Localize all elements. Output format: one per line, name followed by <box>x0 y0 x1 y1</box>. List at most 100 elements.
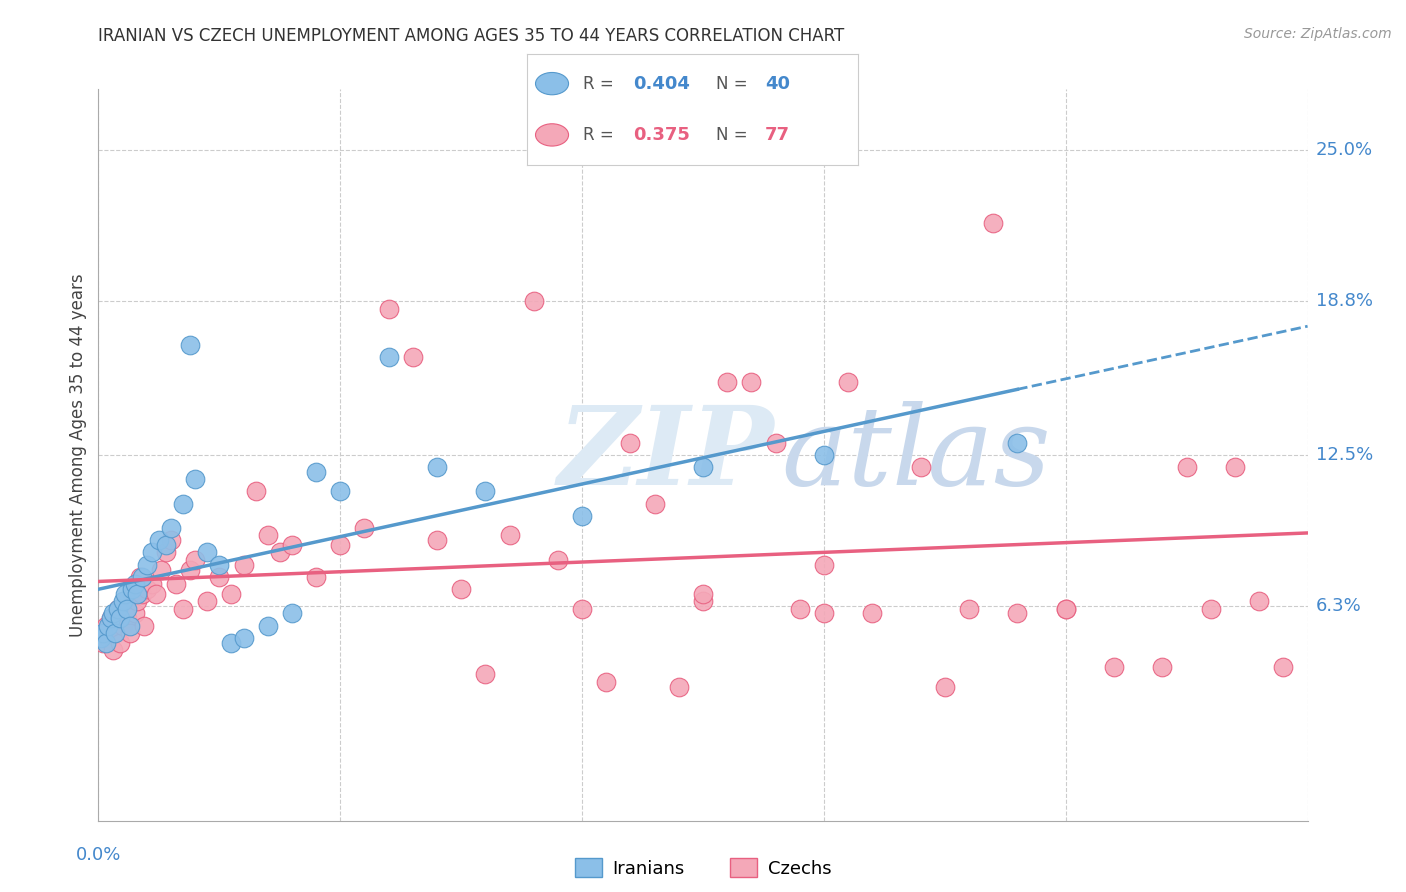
Point <box>305 465 328 479</box>
Text: N =: N = <box>716 126 752 144</box>
Point <box>765 435 787 450</box>
Point <box>155 538 177 552</box>
Point <box>1102 660 1125 674</box>
Point <box>94 635 117 649</box>
Point <box>121 587 143 601</box>
Point <box>329 484 352 499</box>
Point <box>668 680 690 694</box>
Point <box>1054 601 1077 615</box>
Text: 40: 40 <box>765 75 790 93</box>
Text: ZIP: ZIP <box>558 401 775 508</box>
Point <box>813 558 835 572</box>
Point <box>165 577 187 591</box>
Point <box>145 587 167 601</box>
Point <box>860 607 883 621</box>
Point <box>692 594 714 608</box>
Point <box>208 558 231 572</box>
Point <box>281 538 304 552</box>
Point <box>124 607 146 621</box>
Point <box>837 375 859 389</box>
Point <box>281 607 304 621</box>
Point <box>450 582 472 596</box>
Point <box>117 601 139 615</box>
Point <box>1199 601 1222 615</box>
Point <box>498 528 520 542</box>
Point <box>127 587 149 601</box>
Point <box>208 570 231 584</box>
Point <box>957 601 980 615</box>
Point <box>740 375 762 389</box>
Ellipse shape <box>536 72 568 95</box>
Point <box>1223 460 1246 475</box>
Text: N =: N = <box>716 75 752 93</box>
Point <box>179 562 201 576</box>
Point <box>716 375 738 389</box>
Point <box>644 497 666 511</box>
Point <box>1054 601 1077 615</box>
Point <box>256 528 278 542</box>
Text: 18.8%: 18.8% <box>1316 293 1372 310</box>
Point <box>813 607 835 621</box>
Point <box>90 631 112 645</box>
Point <box>114 587 136 601</box>
Point <box>474 484 496 499</box>
Point <box>269 545 291 559</box>
Point <box>131 587 153 601</box>
Point <box>329 538 352 552</box>
Point <box>131 570 153 584</box>
Point <box>117 611 139 625</box>
Text: atlas: atlas <box>782 401 1052 508</box>
Point <box>474 667 496 681</box>
Point <box>160 521 183 535</box>
Point <box>692 587 714 601</box>
Text: R =: R = <box>583 126 620 144</box>
Point <box>135 558 157 572</box>
Text: 77: 77 <box>765 126 790 144</box>
Point <box>1007 435 1029 450</box>
Point <box>101 643 124 657</box>
Point <box>97 618 120 632</box>
Point <box>148 533 170 548</box>
Text: 0.375: 0.375 <box>633 126 690 144</box>
Point <box>547 553 569 567</box>
Point <box>107 601 129 615</box>
Text: R =: R = <box>583 75 620 93</box>
Point <box>108 635 131 649</box>
Point <box>789 601 811 615</box>
Point <box>100 611 122 625</box>
Point <box>172 497 194 511</box>
Point <box>1249 594 1271 608</box>
Point <box>111 594 134 608</box>
Point <box>402 351 425 365</box>
Point <box>114 607 136 621</box>
Point <box>160 533 183 548</box>
Point <box>155 545 177 559</box>
Point <box>426 533 449 548</box>
Point <box>124 577 146 591</box>
Point <box>353 521 375 535</box>
Point <box>221 587 243 601</box>
Point <box>1007 607 1029 621</box>
Point <box>195 545 218 559</box>
Point <box>232 558 254 572</box>
Point <box>107 601 129 615</box>
Point <box>104 626 127 640</box>
Text: 25.0%: 25.0% <box>1316 141 1374 159</box>
Point <box>377 351 399 365</box>
Point <box>195 594 218 608</box>
Point <box>571 508 593 523</box>
Text: 0.0%: 0.0% <box>76 847 121 864</box>
Point <box>104 626 127 640</box>
Point <box>97 631 120 645</box>
Point <box>150 562 173 576</box>
Point <box>221 635 243 649</box>
Point <box>1175 460 1198 475</box>
Point <box>305 570 328 584</box>
Text: 0.404: 0.404 <box>633 75 690 93</box>
Point <box>141 577 163 591</box>
Point <box>523 294 546 309</box>
Point <box>111 618 134 632</box>
Text: 12.5%: 12.5% <box>1316 446 1374 464</box>
Point <box>256 618 278 632</box>
Point <box>934 680 956 694</box>
